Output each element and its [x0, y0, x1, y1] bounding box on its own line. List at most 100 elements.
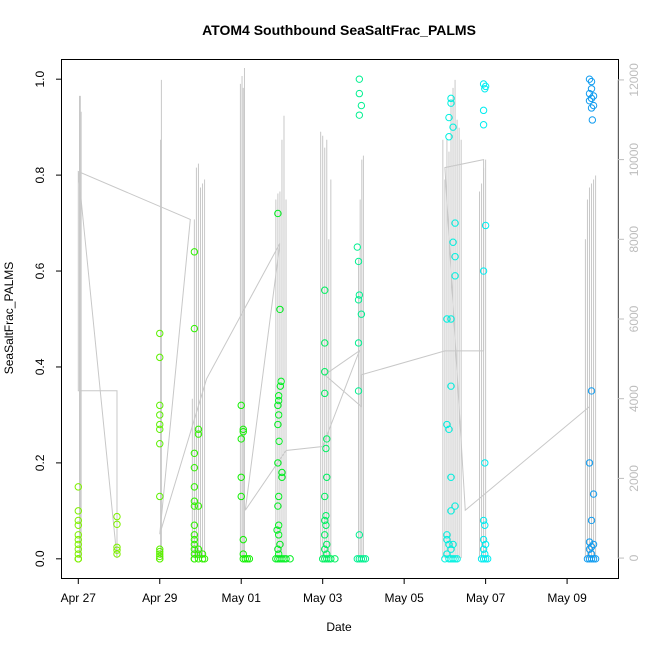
- data-point: [156, 329, 164, 338]
- y2-tick-label: 4000: [627, 385, 641, 412]
- data-point: [355, 531, 364, 539]
- data-point: [585, 459, 594, 467]
- data-point: [587, 77, 596, 86]
- data-point: [190, 521, 199, 529]
- data-point: [449, 238, 457, 246]
- data-point: [237, 473, 245, 481]
- data-point: [447, 382, 455, 390]
- data-point: [445, 425, 453, 434]
- data-point: [354, 296, 363, 304]
- data-point: [447, 545, 455, 553]
- data-point: [274, 459, 282, 467]
- data-point: [481, 85, 489, 93]
- data-point: [156, 550, 164, 558]
- data-point: [481, 521, 489, 529]
- data-point: [587, 104, 596, 112]
- data-point: [479, 80, 488, 88]
- data-point: [194, 502, 203, 510]
- data-point: [587, 516, 596, 525]
- data-point: [479, 267, 488, 275]
- data-point: [190, 540, 199, 549]
- data-point: [156, 552, 164, 561]
- data-point: [74, 555, 82, 563]
- y2-tick-label: 8000: [627, 226, 641, 253]
- data-point: [587, 94, 596, 103]
- x-tick-label: May 09: [547, 591, 587, 605]
- data-point: [451, 502, 459, 510]
- data-point: [321, 516, 329, 525]
- data-point: [194, 545, 203, 553]
- x-tick-label: Apr 29: [142, 591, 178, 605]
- data-point: [589, 490, 598, 498]
- data-point: [190, 555, 199, 563]
- data-point: [354, 339, 363, 347]
- data-point: [239, 428, 247, 436]
- data-point: [190, 483, 199, 491]
- data-point: [479, 555, 488, 563]
- data-point: [74, 545, 82, 553]
- data-point: [443, 315, 451, 323]
- data-point: [190, 497, 199, 505]
- data-point: [481, 555, 490, 563]
- data-point: [479, 106, 488, 115]
- data-point: [74, 535, 82, 544]
- data-point: [194, 430, 203, 438]
- data-point: [441, 555, 449, 563]
- data-points: [74, 75, 600, 563]
- data-point: [156, 411, 164, 419]
- data-point: [200, 555, 209, 563]
- data-point: [243, 555, 252, 563]
- data-point: [587, 85, 596, 93]
- y-tick-label: 0.2: [33, 454, 47, 471]
- data-point: [447, 94, 455, 103]
- data-point: [156, 425, 164, 434]
- data-point: [443, 531, 451, 539]
- data-point: [190, 535, 199, 544]
- data-point: [113, 550, 121, 558]
- x-tick-label: Apr 27: [61, 591, 97, 605]
- data-point: [585, 89, 594, 98]
- data-point: [354, 257, 363, 266]
- data-point: [589, 92, 598, 100]
- y2-axis: 0 2000 4000 6000 8000 10000 12000: [617, 63, 641, 561]
- data-point: [74, 516, 82, 525]
- y2-tick-label: 2000: [627, 465, 641, 492]
- x-tick-label: May 01: [222, 591, 262, 605]
- data-point: [585, 75, 594, 83]
- data-point: [190, 449, 199, 457]
- data-point: [113, 512, 121, 521]
- data-point: [274, 396, 283, 405]
- data-point: [585, 97, 594, 105]
- data-point: [587, 550, 596, 558]
- data-point: [479, 545, 488, 553]
- data-point: [321, 368, 329, 376]
- data-point: [451, 219, 459, 227]
- data-point: [274, 521, 283, 529]
- data-point: [361, 555, 370, 563]
- data-point: [194, 550, 203, 558]
- data-point: [355, 291, 364, 299]
- data-point: [321, 389, 329, 398]
- data-point: [274, 502, 282, 510]
- data-point: [481, 459, 489, 467]
- data-point: [274, 392, 283, 400]
- data-point: [451, 252, 459, 261]
- data-point: [156, 492, 164, 501]
- y-tick-label: 0.0: [33, 550, 47, 567]
- data-point: [190, 463, 199, 472]
- data-point: [274, 401, 282, 410]
- data-point: [274, 531, 283, 539]
- data-point: [156, 401, 164, 410]
- y2-tick-label: 10000: [627, 143, 641, 177]
- data-point: [587, 555, 596, 563]
- data-point: [357, 555, 366, 563]
- data-point: [190, 550, 199, 558]
- data-point: [322, 444, 330, 453]
- data-point: [241, 555, 249, 563]
- data-point: [447, 315, 455, 323]
- x-axis: Apr 27 Apr 29 May 01 May 03 May 05 May 07 May …: [61, 578, 587, 605]
- y2-tick-label: 6000: [627, 305, 641, 332]
- data-point: [113, 520, 121, 528]
- y-axis-label: SeaSaltFrac_PALMS: [2, 262, 16, 375]
